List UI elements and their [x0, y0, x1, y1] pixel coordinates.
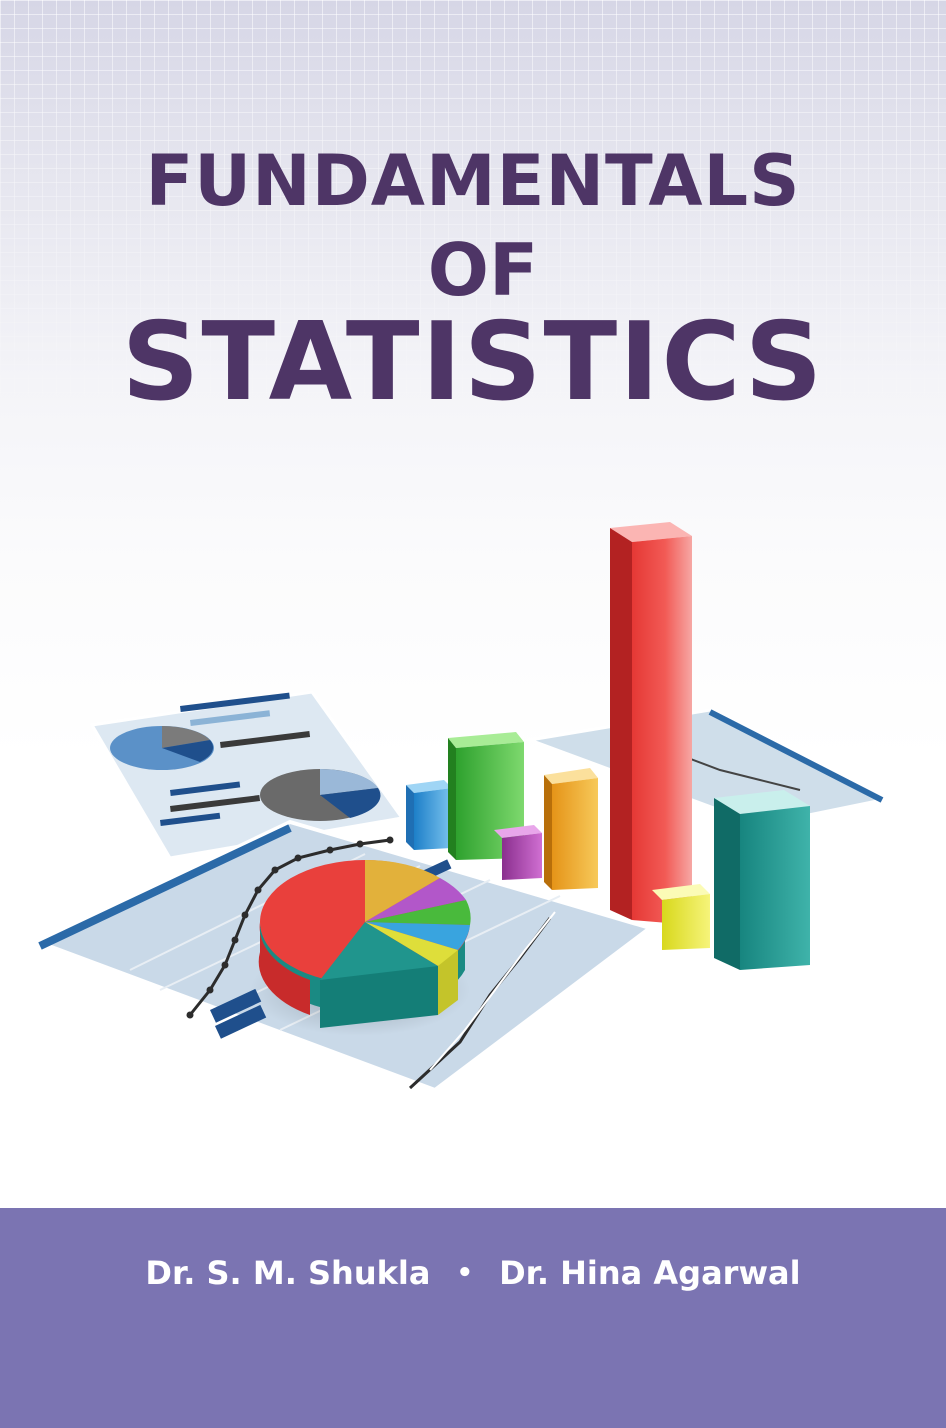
- title-line-3: STATISTICS: [121, 300, 825, 425]
- title-line-2: OF: [427, 228, 539, 312]
- bar-chart-3d: [406, 522, 810, 970]
- author-band: [0, 1208, 946, 1428]
- author-separator: •: [456, 1258, 474, 1288]
- background-grid: [0, 0, 946, 470]
- authors-line: Dr. S. M. Shukla • Dr. Hina Agarwal: [0, 1254, 946, 1292]
- author-1: Dr. S. M. Shukla: [145, 1254, 431, 1292]
- title-line-1: FUNDAMENTALS: [145, 140, 801, 222]
- report-sheet-left: [89, 690, 405, 860]
- pie-chart-3d: [250, 859, 471, 1036]
- statistics-charts-illustration-icon: [32, 522, 887, 1093]
- author-2: Dr. Hina Agarwal: [499, 1254, 801, 1292]
